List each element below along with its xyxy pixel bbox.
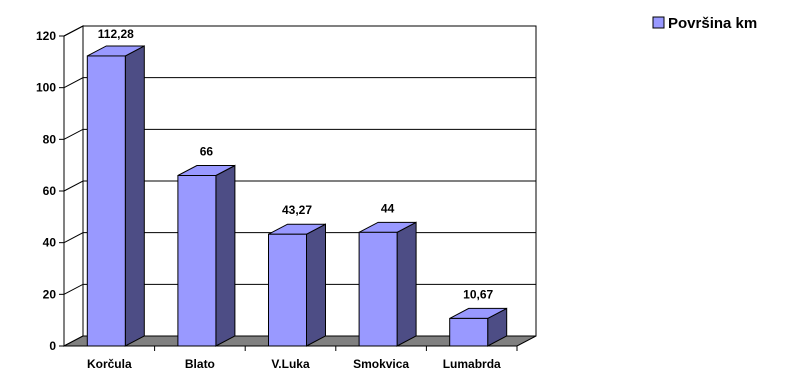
data-label: 66 (200, 145, 214, 159)
bar (178, 176, 216, 347)
y-tick-label: 60 (43, 184, 57, 198)
y-tick-label: 20 (43, 287, 57, 301)
legend-label: Površina km (668, 15, 757, 32)
x-tick-label: Korčula (87, 357, 132, 370)
bar-side (307, 224, 326, 346)
x-tick-label: V.Luka (271, 357, 310, 370)
data-label: 10,67 (463, 287, 493, 301)
data-label: 43,27 (282, 203, 312, 217)
bar (359, 232, 397, 346)
bar-side (216, 166, 235, 347)
legend-swatch (653, 17, 664, 28)
bar (269, 234, 307, 346)
x-tick-label: Lumabrda (443, 357, 501, 370)
y-tick-label: 100 (36, 81, 56, 95)
y-tick-label: 0 (49, 339, 56, 353)
bar-side (397, 222, 416, 346)
data-label: 112,28 (98, 27, 134, 41)
y-tick-label: 40 (43, 236, 57, 250)
x-tick-label: Blato (185, 357, 215, 370)
data-label: 44 (381, 201, 395, 215)
bar-side (125, 46, 144, 346)
x-tick-label: Smokvica (353, 357, 409, 370)
y-tick-label: 80 (43, 132, 57, 146)
y-tick-label: 120 (36, 29, 56, 43)
bar (87, 56, 125, 346)
bar (450, 318, 488, 346)
